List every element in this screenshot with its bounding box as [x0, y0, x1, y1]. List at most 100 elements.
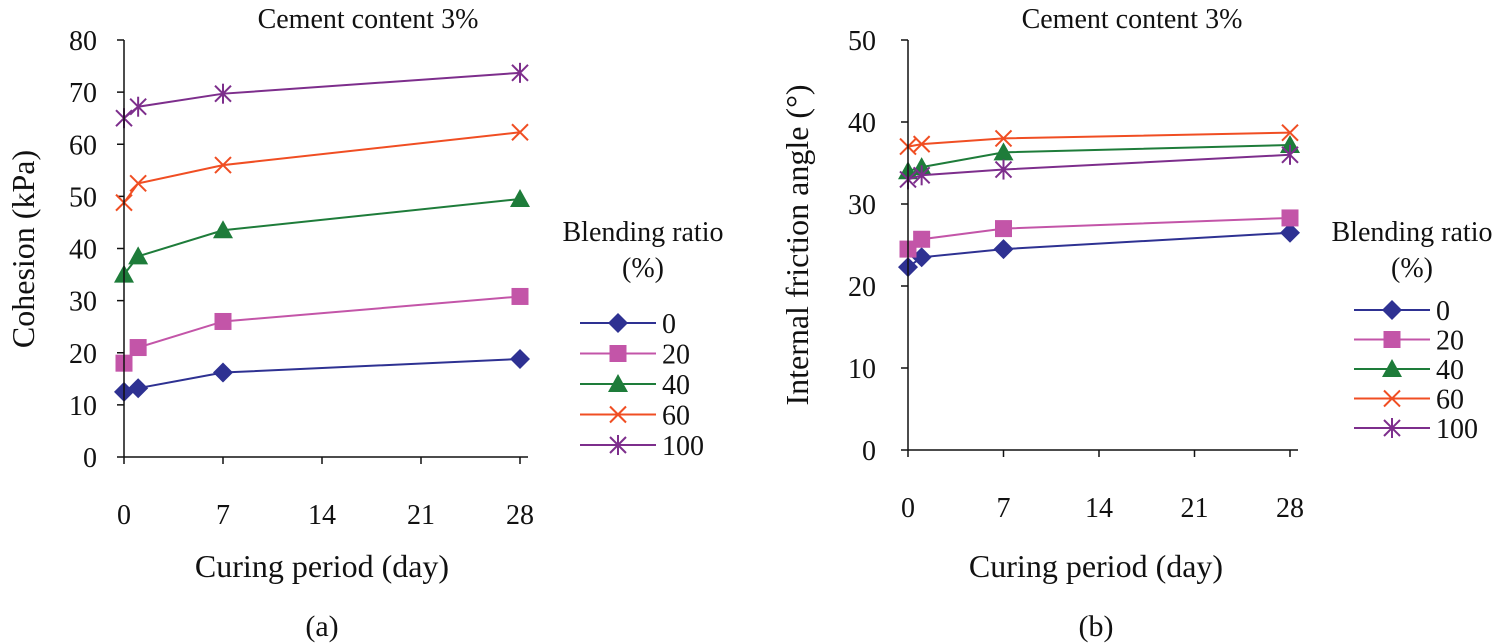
chart-a-legend-60-marker — [609, 405, 627, 424]
chart-a-y-tick-label: 20 — [69, 339, 97, 370]
chart-a-series-60-point-stroke-2 — [511, 123, 529, 141]
chart-a-series-100-point — [511, 62, 529, 83]
chart-b-series-0-line — [907, 231, 1291, 268]
chart-b-axes — [907, 40, 1298, 451]
chart-a-series-60-point — [214, 156, 232, 174]
chart-b-series-0-point — [993, 239, 1014, 260]
chart-a-x-tick-label: 0 — [117, 500, 131, 531]
chart-b-xlabel: Curing period (day) — [969, 548, 1223, 584]
chart-a-legend-100-label: 100 — [662, 431, 704, 462]
chart-a-series-40-point — [213, 220, 233, 239]
chart-b-x-tick-label: 28 — [1276, 493, 1304, 524]
chart-b-legend-100-marker — [1383, 418, 1401, 438]
chart-b-y-tick-label: 50 — [848, 26, 876, 57]
chart-a-x-tick-label: 7 — [216, 500, 230, 531]
chart-a-x-ticks: 0 7 14 21 28 — [117, 457, 534, 531]
chart-b-y-tick-label: 40 — [848, 108, 876, 139]
chart-b-series-40-point — [993, 142, 1014, 161]
chart-b-series-60-point — [912, 135, 931, 153]
chart-a-series-20-line — [123, 295, 521, 364]
chart-b-series-0-point — [1280, 222, 1300, 243]
chart-b-series-60-point-stroke-2 — [1281, 123, 1299, 142]
chart-a-series-60-point — [511, 123, 529, 141]
chart-a-y-tick-label: 60 — [69, 130, 97, 161]
chart-a-legend-20-label: 20 — [662, 340, 690, 371]
chart-a-y-tick-label: 80 — [69, 26, 97, 57]
chart-panel-b: Cement content 3% Internal friction angl… — [779, 4, 1492, 643]
chart-b-legend-40-label: 40 — [1436, 355, 1464, 386]
chart-a-x-tick-label: 14 — [308, 500, 336, 531]
chart-a-panel-label: (a) — [305, 610, 338, 643]
chart-b-legend-title-line2: (%) — [1391, 253, 1433, 284]
chart-a-series — [114, 62, 530, 402]
chart-b-series-60-line — [907, 131, 1291, 148]
chart-a-series-100-point — [214, 83, 232, 104]
chart-b-x-tick-label: 14 — [1085, 493, 1113, 524]
chart-a-series-20-point — [511, 287, 529, 305]
chart-b-legend-0-marker — [1382, 300, 1402, 320]
chart-b-panel-label: (b) — [1079, 610, 1114, 643]
chart-b-title: Cement content 3% — [1022, 4, 1243, 35]
chart-b-legend-0-label: 0 — [1436, 296, 1450, 327]
chart-a-series-40-line — [123, 197, 521, 276]
chart-b-series-60-point-stroke-2 — [994, 129, 1013, 148]
chart-a-y-tick-label: 0 — [83, 443, 97, 474]
chart-b-x-tick-label: 7 — [997, 493, 1011, 524]
chart-a-series-20-point — [214, 312, 232, 330]
chart-a-legend-0-label: 0 — [662, 309, 676, 340]
chart-a-y-tick-label: 40 — [69, 235, 97, 266]
chart-b-series-20-point — [913, 230, 931, 248]
chart-a-series-0-point — [510, 349, 530, 370]
chart-a-series-100-line — [123, 71, 521, 119]
chart-a-legend-0-marker — [608, 313, 628, 333]
chart-a-legend-title-line1: Blending ratio — [563, 217, 724, 248]
chart-a-series-40-point — [128, 246, 149, 265]
chart-a-x-tick-label: 21 — [407, 500, 435, 531]
chart-b-y-tick-label: 20 — [848, 272, 876, 303]
chart-b-series-100-line — [907, 153, 1291, 181]
chart-a-series-60-point — [129, 174, 147, 193]
chart-b-y-tick-label: 0 — [862, 436, 876, 467]
chart-b-legend-60-label: 60 — [1436, 385, 1464, 416]
chart-b-series-60-point — [994, 129, 1013, 148]
chart-b-ylabel: Internal friction angle (°) — [779, 84, 815, 405]
chart-a-y-ticks: 0 10 20 30 40 50 60 70 80 — [69, 26, 124, 474]
chart-a-ylabel: Cohesion (kPa) — [5, 150, 41, 348]
chart-a-series-100-point — [129, 96, 147, 117]
chart-a-axes — [123, 40, 528, 458]
chart-a-legend-100-marker — [609, 435, 627, 455]
chart-a-series-0-point — [128, 378, 149, 399]
chart-a-legend-40-label: 40 — [662, 370, 690, 401]
chart-b-legend-20-label: 20 — [1436, 326, 1464, 357]
chart-a-series-40-point — [510, 188, 530, 207]
chart-a-series-60-point-stroke-2 — [129, 174, 147, 193]
chart-b-series-20-point — [1281, 209, 1299, 227]
chart-b-legend-title-line1: Blending ratio — [1332, 217, 1493, 248]
chart-a-legend-40-marker — [608, 374, 628, 392]
chart-a-series-60-line — [123, 131, 521, 204]
chart-a-legend-60-marker-stroke-2 — [609, 405, 627, 424]
chart-b-legend-20-marker — [1383, 331, 1401, 348]
chart-a-legend-60-label: 60 — [662, 401, 690, 432]
chart-a-x-tick-label: 28 — [506, 500, 534, 531]
chart-b-series-60-point-stroke-2 — [912, 135, 931, 153]
chart-b-x-tick-label: 21 — [1181, 493, 1209, 524]
chart-b-series-0-point — [911, 247, 932, 268]
chart-b-y-tick-label: 30 — [848, 190, 876, 221]
chart-b-legend-60-marker — [1383, 389, 1401, 408]
chart-a-series-20-point — [129, 339, 147, 357]
chart-b-series — [898, 123, 1300, 278]
chart-b-series-100-point — [994, 159, 1013, 180]
chart-b-y-ticks: 0 10 20 30 40 50 — [848, 26, 908, 467]
chart-a-xlabel: Curing period (day) — [195, 548, 449, 584]
chart-b-legend-40-marker — [1382, 359, 1402, 377]
chart-b-series-100-point — [1281, 144, 1299, 165]
chart-a-series-0-line — [123, 358, 521, 393]
chart-b-series-60-point — [1281, 123, 1299, 142]
chart-a-series-60-point-stroke-2 — [214, 156, 232, 174]
chart-a-legend-20-marker — [609, 345, 627, 362]
chart-b-series-20-point — [995, 220, 1012, 238]
